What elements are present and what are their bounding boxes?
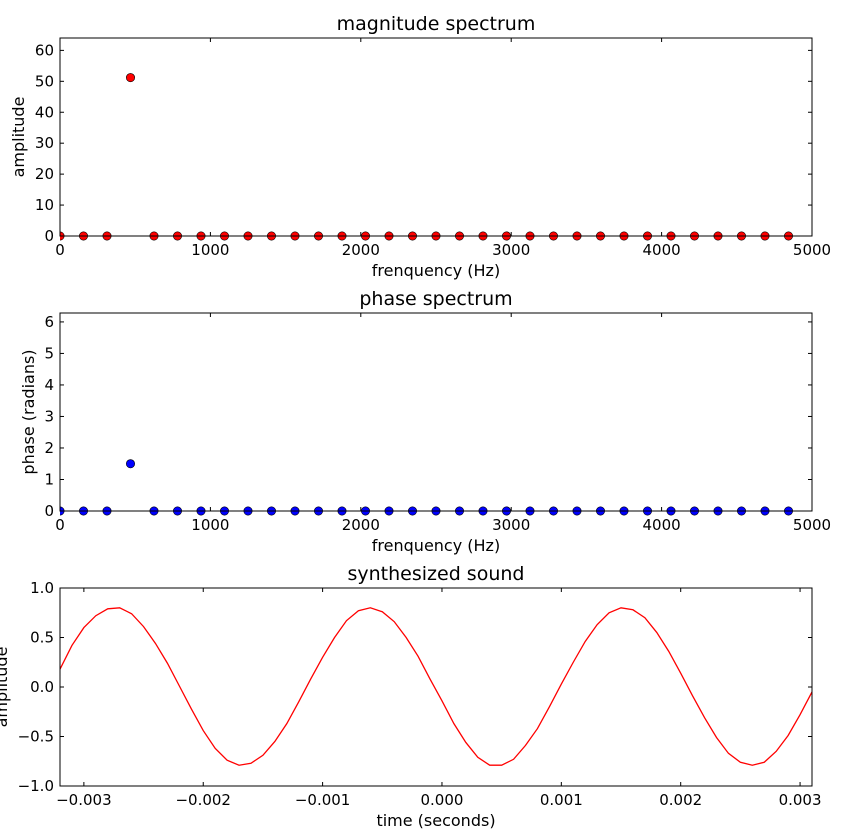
sound-x-tick-label: 0.003 <box>779 791 822 809</box>
magnitude-x-tick-label: 1000 <box>191 241 229 259</box>
phase-y-axis-label: phase (radians) <box>19 349 38 474</box>
magnitude-x-tick-label: 2000 <box>342 241 380 259</box>
magnitude-axes-frame <box>59 37 813 237</box>
phase-y-tick-label: 5 <box>44 344 54 362</box>
magnitude-x-tick-label: 4000 <box>643 241 681 259</box>
sound-y-tick-label: −0.5 <box>18 728 54 746</box>
phase-x-tick-label: 2000 <box>342 516 380 534</box>
phase-x-tick-label: 4000 <box>643 516 681 534</box>
sound-x-axis-label: time (seconds) <box>376 811 495 830</box>
phase-title: phase spectrum <box>359 288 512 310</box>
sound-y-axis-label: amplitude <box>0 647 11 728</box>
phase-x-tick-label: 3000 <box>492 516 530 534</box>
magnitude-x-axis-label: frenquency (Hz) <box>372 261 500 280</box>
phase-x-tick-label: 1000 <box>191 516 229 534</box>
magnitude-data-point <box>126 73 136 83</box>
magnitude-y-tick-label: 60 <box>35 41 54 59</box>
sound-x-tick-label: −0.002 <box>175 791 231 809</box>
magnitude-y-tick-label: 20 <box>35 165 54 183</box>
phase-y-tick-label: 4 <box>44 376 54 394</box>
sound-marks <box>60 607 812 766</box>
magnitude-y-axis-label: amplitude <box>9 97 28 178</box>
phase-marks <box>60 459 793 516</box>
sound-x-tick-label: 0.002 <box>659 791 702 809</box>
phase-data-point <box>126 459 136 469</box>
magnitude-y-tick-label: 50 <box>35 72 54 90</box>
sound-y-tick-label: −1.0 <box>18 777 54 795</box>
phase-panel: 0 1000 2000 3000 4000 5000 0 1 2 3 4 5 6 phase spectr… <box>19 288 831 555</box>
phase-x-axis-label: frenquency (Hz) <box>372 536 500 555</box>
phase-axes-frame <box>59 312 813 512</box>
sound-x-tick-label: −0.003 <box>56 791 112 809</box>
sound-x-tick-label: 0.000 <box>420 791 463 809</box>
magnitude-y-tick-label: 0 <box>44 227 54 245</box>
magnitude-x-tick-label: 5000 <box>793 241 831 259</box>
magnitude-y-tick-label: 40 <box>35 103 54 121</box>
phase-y-tick-label: 1 <box>44 470 54 488</box>
magnitude-panel: 0 1000 2000 3000 4000 5000 0 10 20 30 40 50 60 magnit… <box>9 13 831 280</box>
phase-y-tick-label: 2 <box>44 439 54 457</box>
phase-y-tick-label: 3 <box>44 407 54 425</box>
magnitude-title: magnitude spectrum <box>337 13 536 35</box>
sound-y-tick-label: 0.0 <box>30 678 54 696</box>
sound-y-tick-label: 1.0 <box>30 579 54 597</box>
magnitude-x-tick-label: 0 <box>55 241 65 259</box>
magnitude-x-tick-label: 3000 <box>492 241 530 259</box>
phase-y-tick-label: 6 <box>44 313 54 331</box>
magnitude-y-tick-label: 10 <box>35 196 54 214</box>
sound-title: synthesized sound <box>348 563 525 585</box>
sound-x-tick-label: −0.001 <box>295 791 351 809</box>
sound-series-line <box>60 607 812 766</box>
sound-panel: −0.003 −0.002 −0.001 0.000 0.001 0.002 0.003 −1… <box>0 563 822 830</box>
phase-x-tick-label: 0 <box>55 516 65 534</box>
magnitude-marks <box>60 73 793 241</box>
magnitude-y-tick-label: 30 <box>35 134 54 152</box>
sound-axes-frame <box>59 587 813 787</box>
phase-y-tick-label: 0 <box>44 502 54 520</box>
phase-x-tick-label: 5000 <box>793 516 831 534</box>
sound-x-tick-label: 0.001 <box>540 791 583 809</box>
sound-y-tick-label: 0.5 <box>30 629 54 647</box>
